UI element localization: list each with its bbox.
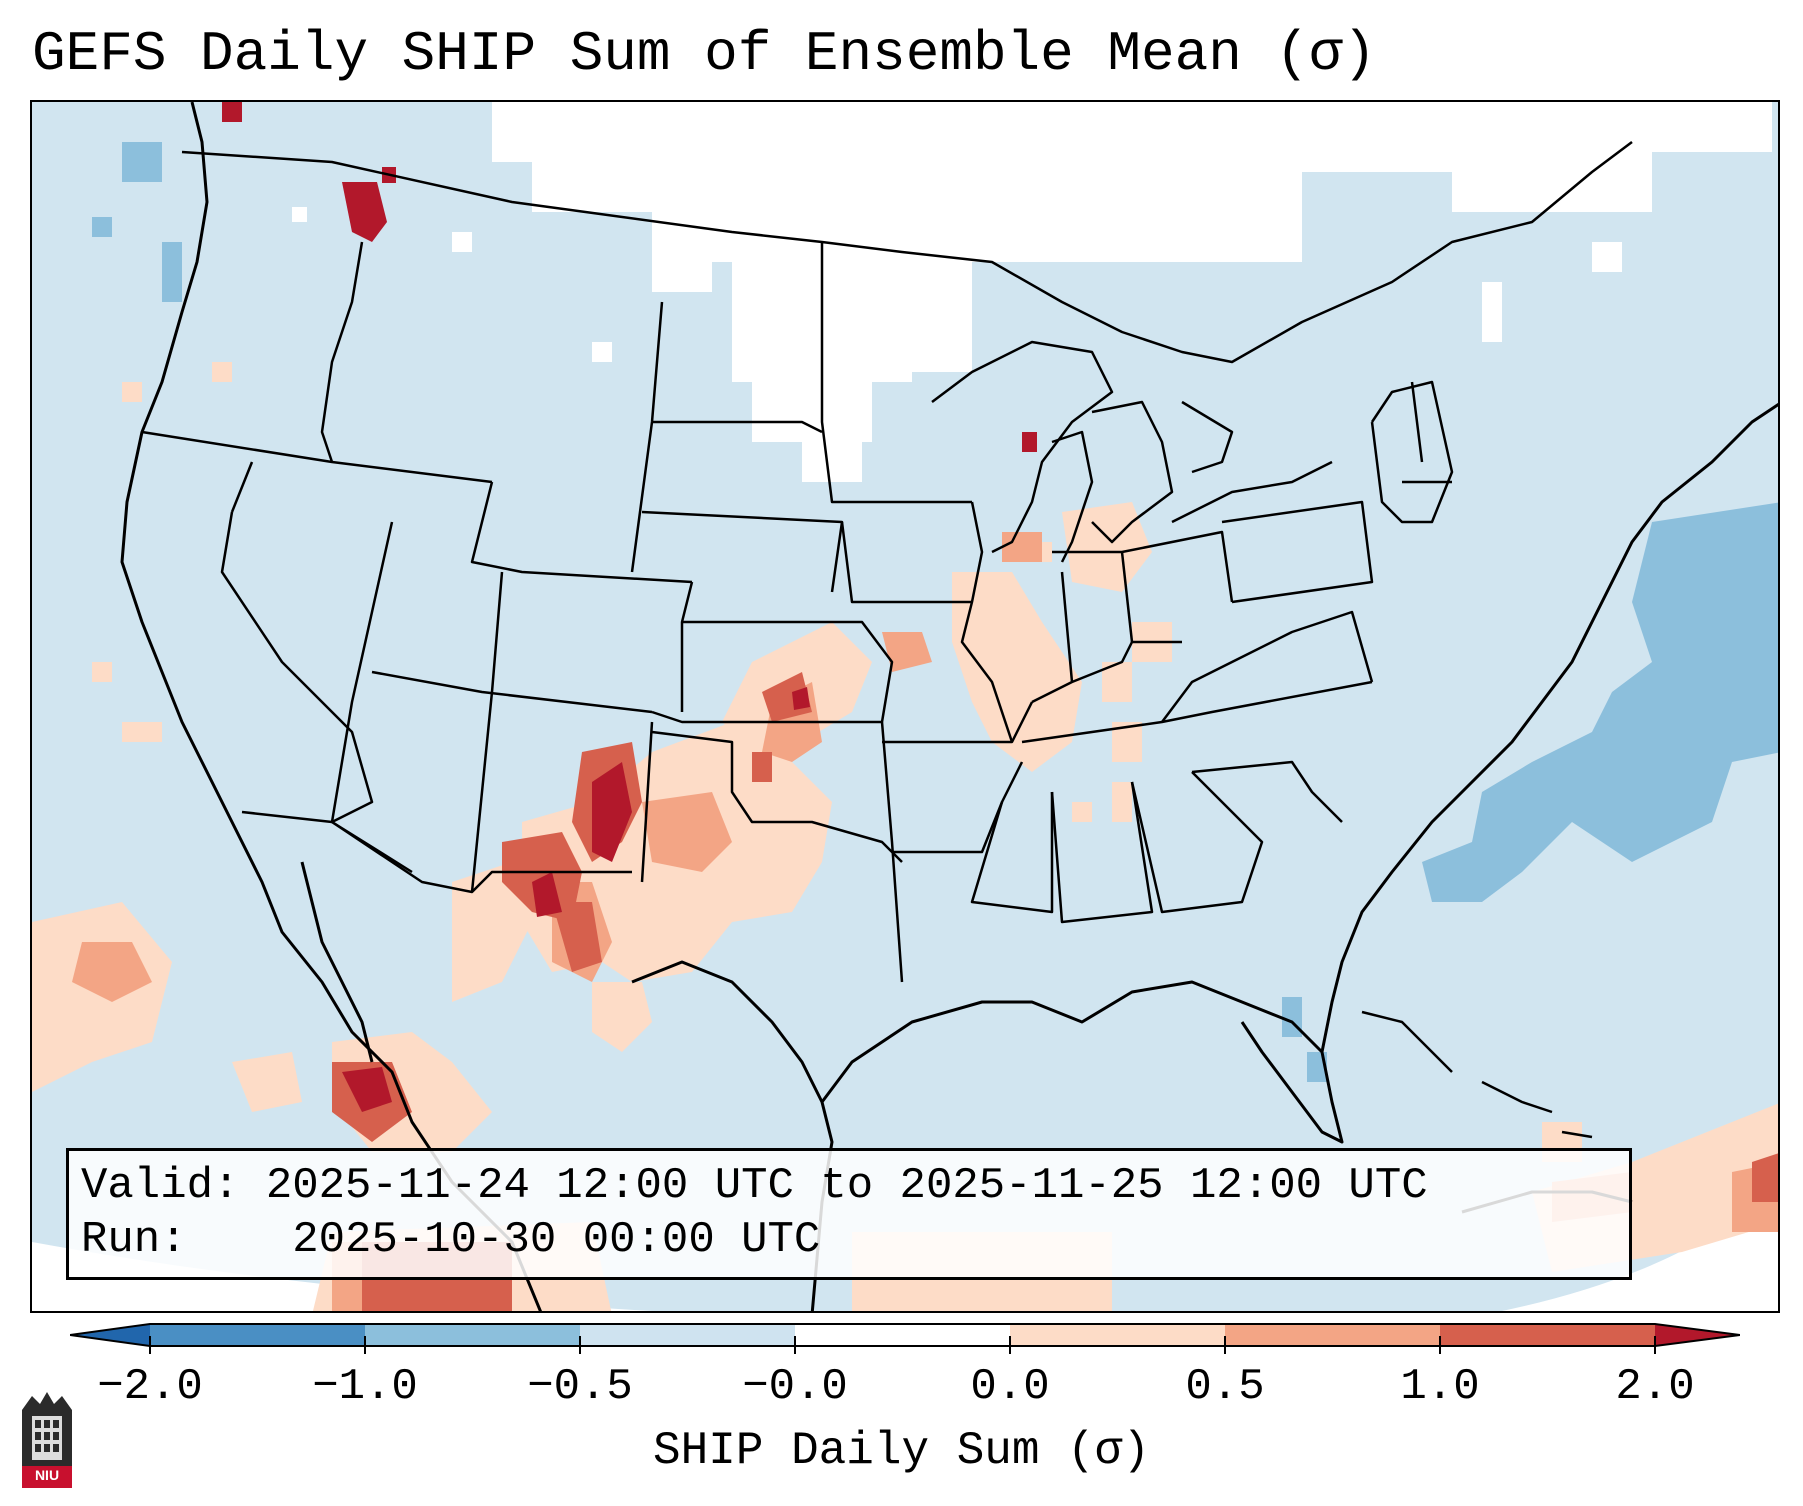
colorbar-segment-3 bbox=[580, 1324, 795, 1346]
niu-tower-logo-icon bbox=[22, 1392, 72, 1488]
extreme-positive-anomaly bbox=[222, 102, 1037, 1112]
colorbar-tick-label: 0.0 bbox=[970, 1362, 1050, 1412]
run-label: Run: bbox=[81, 1215, 187, 1265]
colorbar-segment-1 bbox=[150, 1324, 365, 1346]
colorbar-segment-4 bbox=[795, 1324, 1010, 1346]
colorbar-tick-label: −0.5 bbox=[527, 1362, 633, 1412]
colorbar bbox=[70, 1323, 1740, 1347]
colorbar-tick-mark bbox=[794, 1336, 796, 1354]
projection-corner-sw bbox=[32, 1242, 653, 1311]
valid-value: 2025-11-24 12:00 UTC to 2025-11-25 12:00… bbox=[265, 1161, 1428, 1211]
valid-line: Valid: 2025-11-24 12:00 UTC to 2025-11-2… bbox=[81, 1159, 1617, 1213]
run-line: Run: 2025-10-30 00:00 UTC bbox=[81, 1213, 1617, 1267]
colorbar-tick-label: −2.0 bbox=[97, 1362, 203, 1412]
run-value: 2025-10-30 00:00 UTC bbox=[292, 1215, 821, 1265]
colorbar-tick-mark bbox=[1654, 1336, 1656, 1354]
colorbar-segment-5 bbox=[1010, 1324, 1225, 1346]
projection-corner-se bbox=[1501, 1185, 1778, 1311]
colorbar-tick-mark bbox=[364, 1336, 366, 1354]
map-canvas bbox=[32, 102, 1778, 1311]
colorbar-extend-high bbox=[1655, 1324, 1740, 1346]
colorbar-segment-2 bbox=[365, 1324, 580, 1346]
logo-text: NIU bbox=[34, 1467, 60, 1483]
colorbar-label: SHIP Daily Sum (σ) bbox=[653, 1425, 1150, 1477]
colorbar-tick-mark bbox=[149, 1336, 151, 1354]
colorbar-segment-6 bbox=[1225, 1324, 1440, 1346]
valid-run-info-box: Valid: 2025-11-24 12:00 UTC to 2025-11-2… bbox=[66, 1148, 1632, 1280]
colorbar-tick-mark bbox=[1009, 1336, 1011, 1354]
colorbar-tick-label: 1.0 bbox=[1400, 1362, 1480, 1412]
colorbar-tick-mark bbox=[579, 1336, 581, 1354]
colorbar-tick-label: −0.0 bbox=[742, 1362, 848, 1412]
colorbar-tick-mark bbox=[1439, 1336, 1441, 1354]
colorbar-tick-mark bbox=[1224, 1336, 1226, 1354]
colorbar-extend-low bbox=[70, 1324, 150, 1346]
colorbar-tick-label: 2.0 bbox=[1615, 1362, 1695, 1412]
chart-title: GEFS Daily SHIP Sum of Ensemble Mean (σ) bbox=[32, 22, 1377, 86]
colorbar-tick-label: 0.5 bbox=[1185, 1362, 1265, 1412]
map-panel bbox=[30, 100, 1780, 1313]
valid-label: Valid: bbox=[81, 1161, 240, 1211]
state-boundaries bbox=[141, 141, 1633, 1139]
atlantic-negative-anomaly bbox=[92, 142, 1778, 1082]
colorbar-segment-7 bbox=[1440, 1324, 1655, 1346]
colorbar-tick-label: −1.0 bbox=[312, 1362, 418, 1412]
